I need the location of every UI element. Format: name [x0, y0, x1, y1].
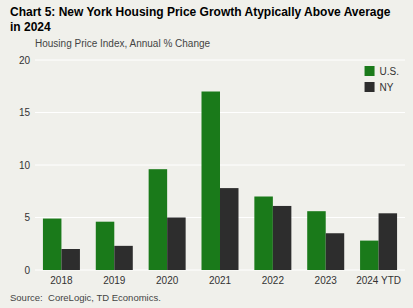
bar [254, 197, 273, 271]
legend-label: NY [380, 82, 394, 93]
bar [61, 249, 80, 270]
bar [96, 222, 115, 270]
bar [307, 211, 326, 270]
x-tick-label: 2020 [156, 275, 179, 286]
bar [43, 219, 62, 270]
x-tick-label: 2021 [209, 275, 232, 286]
background [0, 0, 413, 308]
bar [379, 213, 398, 270]
y-tick-label: 5 [24, 212, 30, 223]
y-tick-label: 20 [19, 55, 31, 66]
x-tick-label: 2024 YTD [356, 275, 401, 286]
legend-swatch [365, 82, 375, 92]
x-tick-label: 2023 [315, 275, 338, 286]
y-tick-label: 0 [24, 265, 30, 276]
bar [149, 169, 168, 270]
bar [114, 246, 132, 270]
bar [220, 188, 239, 270]
legend-label: U.S. [380, 66, 399, 77]
y-tick-label: 10 [19, 160, 31, 171]
bar [167, 218, 186, 271]
title: Chart 5: New York Housing Price Growth A… [10, 5, 391, 34]
bar [326, 233, 345, 270]
bars [43, 92, 397, 271]
legend-swatch [365, 66, 375, 76]
chart: Chart 5: New York Housing Price Growth A… [0, 0, 413, 308]
subtitle: Housing Price Index, Annual % Change [35, 38, 211, 49]
x-tick-label: 2019 [103, 275, 126, 286]
bar [273, 206, 292, 270]
x-tick-label: 2022 [262, 275, 285, 286]
source: Source: CoreLogic, TD Economics. [10, 292, 161, 303]
x-tick-label: 2018 [50, 275, 73, 286]
title-line: Chart 5: New York Housing Price Growth A… [10, 5, 391, 19]
title-line: in 2024 [10, 20, 51, 34]
legend: U.S. NY [365, 66, 399, 93]
bar [360, 241, 379, 270]
y-tick-label: 15 [19, 107, 31, 118]
bar [202, 92, 221, 271]
grid-line [35, 60, 405, 61]
